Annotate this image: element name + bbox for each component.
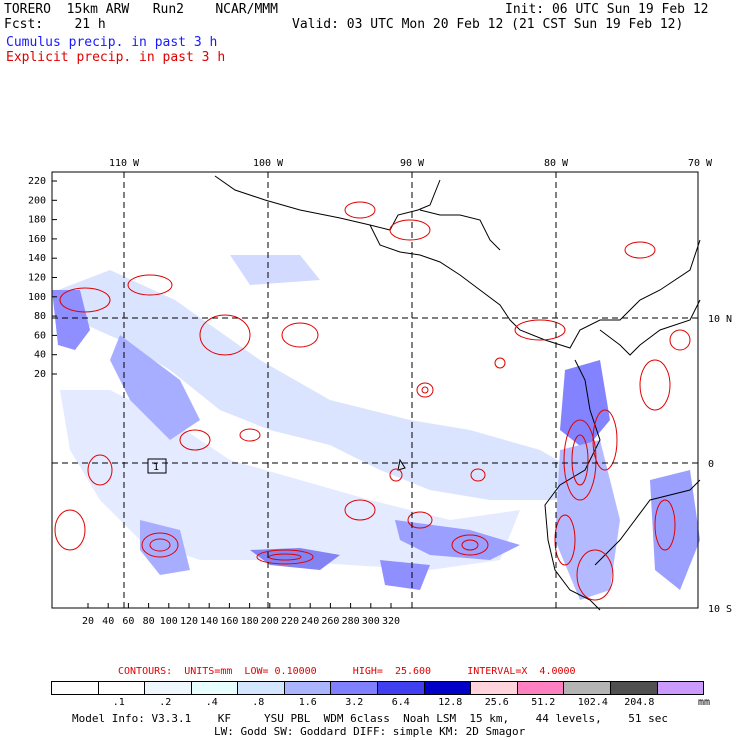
x-tick-label: 240: [301, 616, 319, 627]
y-tick-label: 20: [34, 369, 46, 380]
valid-time: Valid: 03 UTC Mon 20 Feb 12 (21 CST Sun …: [292, 17, 684, 32]
coastlines: [214, 175, 701, 611]
lat-label-10s: 10 S: [708, 604, 732, 615]
subdomain-box-label: 1: [153, 462, 159, 473]
lat-label-0: 0: [708, 459, 714, 470]
y-tick-label: 100: [28, 292, 46, 303]
x-tick-label: 60: [122, 616, 134, 627]
colorbar-swatch: [52, 682, 99, 694]
colorbar-label: 204.8: [624, 697, 655, 708]
forecast-hour: Fcst: 21 h: [4, 17, 106, 32]
colorbar-label: 25.6: [484, 697, 509, 708]
colorbar-label: .1: [112, 697, 125, 708]
lat-label-10n: 10 N: [708, 314, 732, 325]
y-tick-label: 80: [34, 311, 46, 322]
lon-label-110w: 110 W: [109, 158, 140, 169]
explicit-legend: Explicit precip. in past 3 h: [6, 50, 226, 65]
x-tick-label: 120: [180, 616, 198, 627]
y-tick-label: 40: [34, 350, 46, 361]
colorbar-label: .2: [159, 697, 172, 708]
colorbar: [51, 681, 704, 695]
latlon-grid: [52, 172, 698, 608]
x-tick-label: 260: [321, 616, 339, 627]
lon-label-80w: 80 W: [544, 158, 569, 169]
x-tick-label: 200: [261, 616, 279, 627]
colorbar-swatch: [145, 682, 192, 694]
y-tick-label: 160: [28, 234, 46, 245]
colorbar-swatch: [98, 682, 146, 694]
colorbar-swatch: [564, 682, 611, 694]
y-tick-label: 180: [28, 215, 46, 226]
colorbar-label: .8: [252, 697, 265, 708]
colorbar-swatch: [610, 682, 658, 694]
cumulus-shading: [52, 255, 700, 600]
contours-summary: CONTOURS: UNITS=mm LOW= 0.10000 HIGH= 25…: [118, 666, 576, 677]
x-tick-label: 280: [342, 616, 360, 627]
colorbar-swatch: [471, 682, 518, 694]
x-tick-label: 180: [241, 616, 259, 627]
model-info-line1: Model Info: V3.3.1 KF YSU PBL WDM 6class…: [72, 712, 669, 725]
x-tick-label: 220: [281, 616, 299, 627]
colorbar-swatch: [331, 682, 379, 694]
lon-label-70w: 70 W: [688, 158, 713, 169]
lon-label-90w: 90 W: [400, 158, 425, 169]
x-tick-label: 80: [143, 616, 155, 627]
colorbar-swatch: [191, 682, 239, 694]
explicit-contours: [54, 201, 691, 601]
colorbar-label: 102.4: [577, 697, 608, 708]
y-tick-label: 60: [34, 330, 46, 341]
x-tick-label: 320: [382, 616, 400, 627]
colorbar-unit: mm: [698, 697, 711, 708]
y-tick-label: 140: [28, 253, 46, 264]
model-title: TORERO 15km ARW Run2 NCAR/MMM: [4, 2, 278, 17]
y-tick-label: 120: [28, 273, 46, 284]
x-tick-label: 100: [160, 616, 178, 627]
x-tick-label: 20: [82, 616, 94, 627]
lon-label-100w: 100 W: [253, 158, 284, 169]
colorbar-label: 3.2: [345, 697, 364, 708]
plot-frame: [51, 171, 699, 609]
colorbar-label: .4: [205, 697, 218, 708]
x-tick-label: 140: [200, 616, 218, 627]
colorbar-label: 1.6: [298, 697, 317, 708]
colorbar-label: 6.4: [391, 697, 410, 708]
colorbar-swatch: [424, 682, 472, 694]
model-info-line2: LW: Godd SW: Goddard DIFF: simple KM: 2D…: [214, 725, 526, 738]
y-tick-label: 220: [28, 176, 46, 187]
y-tick-label: 200: [28, 195, 46, 206]
x-tick-label: 40: [102, 616, 114, 627]
subdomain-box: [147, 458, 167, 474]
colorbar-swatch: [657, 682, 704, 694]
precip-map: 1 110 W 100 W 90 W 80 W 70 W 10 N 0 10 S…: [28, 158, 732, 627]
colorbar-swatch: [378, 682, 425, 694]
colorbar-swatch: [517, 682, 565, 694]
colorbar-swatch: [284, 682, 332, 694]
cumulus-legend: Cumulus precip. in past 3 h: [6, 35, 218, 50]
x-tick-label: 300: [362, 616, 380, 627]
init-time: Init: 06 UTC Sun 19 Feb 12: [505, 2, 709, 17]
x-tick-label: 160: [220, 616, 238, 627]
colorbar-label: 51.2: [531, 697, 556, 708]
colorbar-label: 12.8: [438, 697, 463, 708]
colorbar-swatch: [238, 682, 285, 694]
